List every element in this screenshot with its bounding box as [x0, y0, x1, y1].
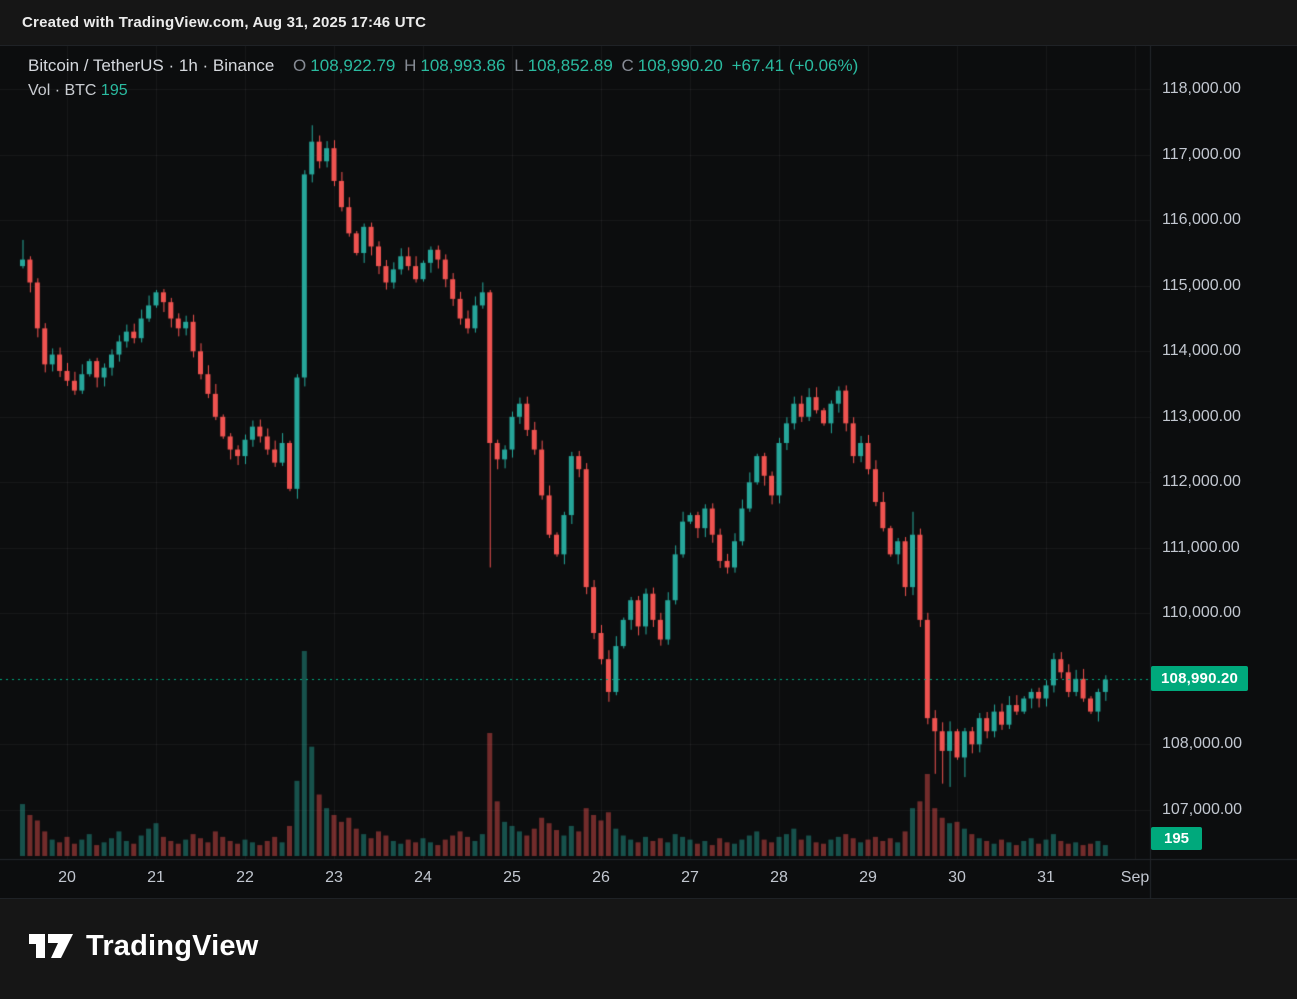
open-value: 108,922.79 [310, 56, 396, 75]
close-label: C [621, 56, 634, 75]
time-tick-label: 22 [236, 869, 254, 886]
created-with-text: Created with TradingView.com, Aug 31, 20… [22, 14, 427, 31]
price-tick-label: 115,000.00 [1162, 276, 1241, 294]
open-label: O [293, 56, 307, 75]
tradingview-logo[interactable]: TradingView [28, 925, 259, 967]
price-tick-label: 111,000.00 [1162, 538, 1240, 556]
time-tick-label: 29 [859, 869, 877, 886]
price-tick-label: 112,000.00 [1162, 473, 1241, 491]
footer: TradingView [0, 899, 1297, 999]
low-value: 108,852.89 [527, 56, 613, 75]
time-tick-label: 27 [681, 869, 699, 886]
price-tick-label: 113,000.00 [1162, 407, 1241, 425]
time-tick-label: 28 [770, 869, 788, 886]
price-tick-label: 110,000.00 [1162, 604, 1241, 622]
price-tick-label: 116,000.00 [1162, 211, 1241, 229]
symbol-title: Bitcoin / TetherUS · 1h · Binance [28, 56, 275, 75]
volume-row: Vol · BTC 195 [28, 82, 862, 100]
chart-legend: Bitcoin / TetherUS · 1h · Binance O 108,9… [28, 56, 862, 100]
time-tick-label: 30 [948, 869, 966, 886]
time-tick-label: 23 [325, 869, 343, 886]
low-label: L [514, 56, 524, 75]
time-tick-label: 21 [147, 869, 165, 886]
chart-area: Bitcoin / TetherUS · 1h · Binance O 108,9… [0, 45, 1297, 899]
time-tick-label: 24 [414, 869, 432, 886]
tradingview-logo-icon [29, 934, 73, 958]
topbar: Created with TradingView.com, Aug 31, 20… [0, 0, 1297, 45]
volume-badge: 195 [1151, 827, 1203, 850]
high-value: 108,993.86 [420, 56, 506, 75]
time-tick-label: 25 [503, 869, 521, 886]
time-tick-label: 31 [1037, 869, 1055, 886]
change-value: +67.41 (+0.06%) [731, 56, 859, 75]
time-tick-label: 26 [592, 869, 610, 886]
close-value: 108,990.20 [637, 56, 723, 75]
price-tick-label: 108,000.00 [1162, 735, 1243, 753]
high-label: H [404, 56, 417, 75]
volume-value: 195 [100, 82, 128, 99]
price-tick-label: 118,000.00 [1162, 80, 1241, 98]
last-price-badge: 108,990.20 [1151, 666, 1249, 692]
price-tick-label: 107,000.00 [1162, 800, 1243, 818]
price-axis[interactable]: 108,990.20 195 118,000.00 117,000.00 116,0… [1150, 46, 1297, 900]
time-axis[interactable]: 20 21 22 23 24 25 26 27 28 29 30 31 Sep [0, 859, 1150, 900]
price-tick-label: 117,000.00 [1162, 145, 1241, 163]
chart-canvas[interactable] [0, 46, 1297, 899]
time-tick-label: Sep [1120, 869, 1150, 886]
ohlc-row: Bitcoin / TetherUS · 1h · Binance O 108,9… [28, 56, 862, 76]
volume-label: Vol · BTC [28, 82, 97, 99]
tradingview-wordmark: TradingView [86, 929, 259, 962]
time-tick-label: 20 [58, 869, 76, 886]
price-tick-label: 114,000.00 [1162, 342, 1241, 360]
